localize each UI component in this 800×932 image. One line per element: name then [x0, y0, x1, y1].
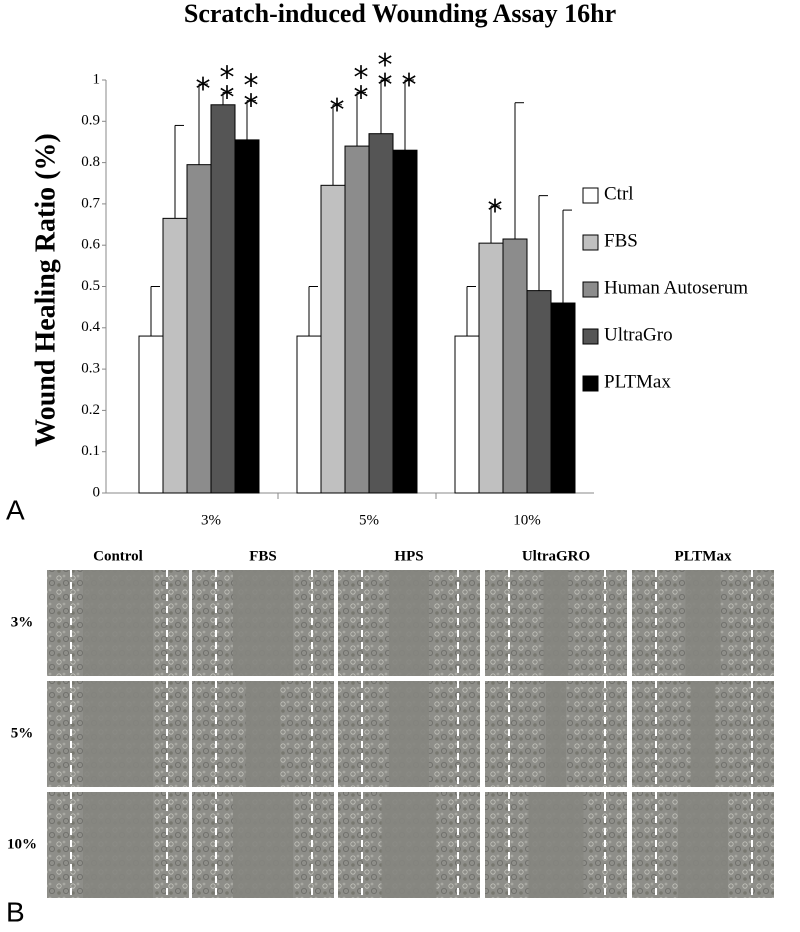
- scratch-gap: [83, 570, 153, 676]
- column-header: PLTMax: [675, 548, 732, 564]
- scratch-gap: [381, 792, 437, 898]
- legend-label: UltraGro: [604, 324, 673, 345]
- scratch-gap: [389, 681, 429, 787]
- panel-label: A: [6, 494, 25, 525]
- significance-label: *: [196, 72, 211, 107]
- significance-label: * *: [354, 60, 369, 115]
- significance-label: *: [402, 68, 417, 103]
- scratch-gap: [389, 570, 429, 676]
- significance-label: *: [330, 92, 345, 127]
- y-axis-label: Wound Healing Ratio (%): [30, 133, 61, 446]
- y-tick-label: 1: [93, 71, 101, 87]
- x-tick-label: 5%: [359, 512, 379, 528]
- bar: [138, 335, 164, 494]
- significance-label: *: [488, 193, 503, 228]
- y-tick-label: 0.1: [81, 443, 100, 459]
- row-header: 3%: [11, 614, 34, 630]
- micrograph-grid: Control FBS HPS UltraGRO PLTMax 3% 5% 10%: [7, 548, 774, 898]
- scratch-gap: [528, 792, 584, 898]
- y-tick-label: 0.8: [81, 154, 100, 170]
- x-tick-label: 3%: [201, 512, 221, 528]
- column-header: HPS: [394, 548, 423, 564]
- legend-swatch: [582, 328, 599, 345]
- legend-label: Ctrl: [604, 183, 634, 204]
- y-tick-label: 0.9: [81, 113, 100, 129]
- bar: [296, 335, 322, 494]
- bar: [478, 242, 504, 494]
- y-tick-label: 0.7: [81, 195, 100, 211]
- legend-swatch: [582, 234, 599, 251]
- scratch-gap: [83, 681, 153, 787]
- bar: [454, 335, 480, 494]
- legend-label: Human Autoserum: [604, 277, 748, 298]
- scratch-gap: [685, 570, 721, 676]
- legend-label: FBS: [604, 230, 638, 251]
- y-tick-label: 0.5: [81, 278, 100, 294]
- legend-swatch: [582, 187, 599, 204]
- scratch-gap: [678, 792, 728, 898]
- bar: [344, 145, 370, 494]
- y-tick-label: 0.2: [81, 402, 100, 418]
- legend-label: PLTMax: [604, 371, 671, 392]
- column-header: UltraGRO: [522, 548, 590, 564]
- bar: [210, 104, 236, 494]
- scratch-gap: [233, 570, 293, 676]
- column-header: FBS: [249, 548, 277, 564]
- legend-swatch: [582, 281, 599, 298]
- bar: [320, 184, 346, 494]
- y-tick-label: 0: [93, 484, 101, 500]
- bar: [526, 290, 552, 494]
- scratch-gap: [245, 681, 281, 787]
- scratch-gap: [233, 792, 293, 898]
- significance-label: * *: [220, 60, 235, 115]
- scratch-gap: [543, 570, 569, 676]
- bar: [234, 139, 260, 494]
- x-tick-label: 10%: [513, 512, 541, 528]
- scratch-gap: [690, 681, 716, 787]
- bar: [186, 164, 212, 494]
- y-tick-label: 0.4: [81, 319, 100, 335]
- bar: [550, 302, 576, 494]
- significance-label: * *: [378, 48, 393, 103]
- bar: [162, 217, 188, 494]
- scratch-gap: [83, 792, 153, 898]
- panel-label: B: [6, 896, 25, 927]
- legend-swatch: [582, 375, 599, 392]
- y-tick-label: 0.3: [81, 361, 100, 377]
- scratch-gap: [546, 681, 566, 787]
- bar: [368, 133, 394, 494]
- column-header: Control: [93, 548, 143, 564]
- y-tick-label: 0.6: [81, 237, 100, 253]
- row-header: 10%: [7, 836, 37, 852]
- bar: [502, 238, 528, 494]
- row-header: 5%: [11, 725, 34, 741]
- chart-title: Scratch-induced Wounding Assay 16hr: [184, 0, 616, 28]
- significance-label: * *: [244, 68, 259, 123]
- bar: [392, 149, 418, 494]
